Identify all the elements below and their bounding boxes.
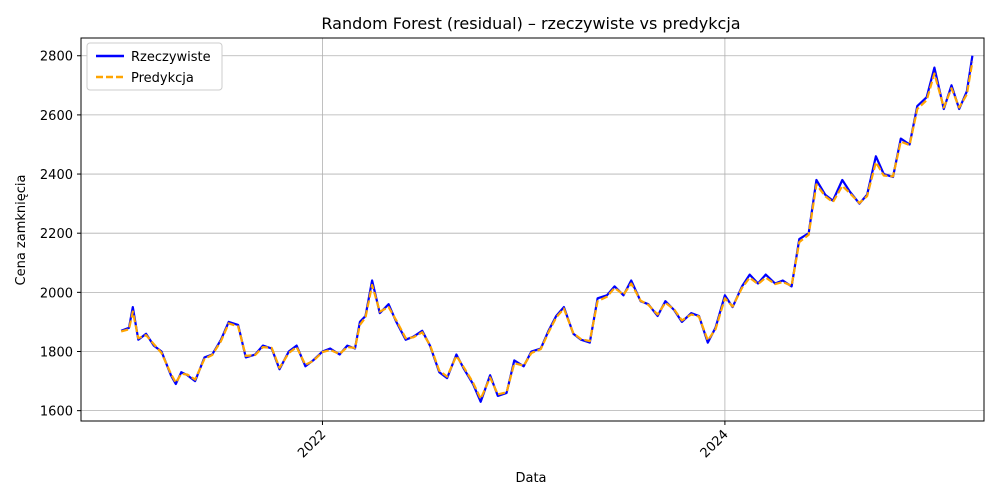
legend-label-actual: Rzeczywiste (131, 50, 211, 65)
y-tick-label: 2800 (40, 50, 73, 65)
y-tick-label: 2000 (40, 286, 73, 301)
y-tick-label: 2200 (40, 227, 73, 242)
y-tick-label: 2400 (40, 168, 73, 183)
series-line-pred (120, 61, 974, 400)
legend: Rzeczywiste Predykcja (86, 42, 223, 91)
plot-lines (120, 55, 974, 403)
y-axis: 1600 1800 2000 2200 2400 2600 2800 (40, 50, 81, 420)
chart-title: Random Forest (residual) – rzeczywiste v… (321, 14, 740, 33)
y-tick-label: 2600 (40, 109, 73, 124)
x-axis-title: Data (515, 471, 546, 486)
legend-label-pred: Predykcja (131, 71, 194, 86)
y-tick-label: 1800 (40, 345, 73, 360)
plot-frame (80, 37, 985, 422)
y-tick-label: 1600 (40, 405, 73, 420)
y-axis-title: Cena zamknięcia (14, 175, 29, 286)
